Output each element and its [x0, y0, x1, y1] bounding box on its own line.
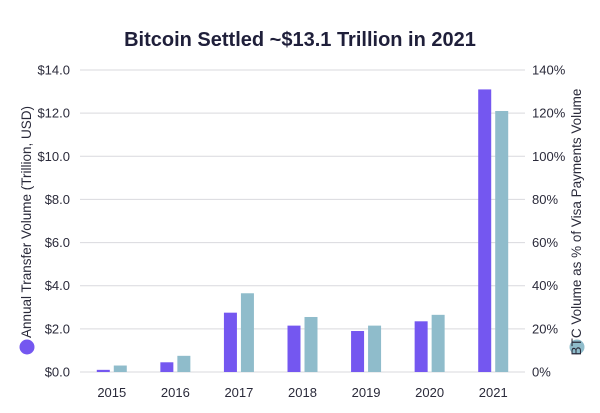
- x-tick-label: 2021: [479, 385, 508, 400]
- right-axis-ticks: 0% 20% 40% 60% 80% 100% 120% 140%: [532, 63, 566, 380]
- x-tick-label: 2016: [161, 385, 190, 400]
- x-tick-label: 2017: [224, 385, 253, 400]
- y-tick-label-right: 0%: [532, 365, 551, 380]
- bar-transfer-volume-2019: [351, 331, 365, 372]
- bar-visa-percent-2019: [368, 325, 382, 372]
- x-tick-label: 2020: [415, 385, 444, 400]
- y-tick-label-left: $8.0: [45, 192, 70, 207]
- y-tick-label-left: $2.0: [45, 321, 70, 336]
- bars: [96, 89, 509, 373]
- y-axis-label-left: Annual Transfer Volume (Trillion, USD): [19, 106, 34, 338]
- y-tick-label-right: 40%: [532, 278, 558, 293]
- bar-visa-percent-2017: [240, 293, 254, 372]
- y-tick-label-right: 60%: [532, 235, 558, 250]
- y-tick-label-left: $6.0: [45, 235, 70, 250]
- x-tick-label: 2019: [352, 385, 381, 400]
- legend-marker-transfer-volume: [19, 339, 35, 355]
- bar-transfer-volume-2015: [96, 369, 110, 372]
- x-axis-ticks: 2015 2016 2017 2018 2019 2020 2021: [97, 385, 507, 400]
- x-tick-label: 2018: [288, 385, 317, 400]
- y-tick-label-left: $14.0: [37, 63, 70, 78]
- left-axis-ticks: $0.0 $2.0 $4.0 $6.0 $8.0 $10.0 $12.0 $14.0: [37, 63, 70, 380]
- bar-visa-percent-2020: [431, 314, 445, 372]
- gridlines: [80, 69, 525, 373]
- y-tick-label-left: $10.0: [37, 149, 70, 164]
- y-tick-label-left: $12.0: [37, 106, 70, 121]
- legend-marker-visa-percent: [569, 339, 585, 355]
- chart-title: Bitcoin Settled ~$13.1 Trillion in 2021: [124, 29, 476, 51]
- bar-visa-percent-2018: [304, 316, 318, 372]
- bar-transfer-volume-2021: [478, 89, 492, 373]
- y-axis-label-right: BTC Volume as % of Visa Payments Volume: [569, 89, 584, 356]
- bar-visa-percent-2016: [177, 355, 191, 372]
- bar-transfer-volume-2017: [223, 312, 237, 372]
- y-tick-label-right: 80%: [532, 192, 558, 207]
- bar-transfer-volume-2018: [287, 325, 301, 372]
- x-tick-label: 2015: [97, 385, 126, 400]
- bar-transfer-volume-2016: [160, 362, 174, 372]
- y-tick-label-right: 120%: [532, 106, 566, 121]
- y-tick-label-right: 100%: [532, 149, 566, 164]
- y-tick-label-right: 140%: [532, 63, 566, 78]
- y-tick-label-right: 20%: [532, 321, 558, 336]
- y-tick-label-left: $4.0: [45, 278, 70, 293]
- y-tick-label-left: $0.0: [45, 365, 70, 380]
- bar-visa-percent-2015: [113, 365, 127, 372]
- bar-transfer-volume-2020: [414, 321, 428, 372]
- bar-visa-percent-2021: [495, 110, 509, 372]
